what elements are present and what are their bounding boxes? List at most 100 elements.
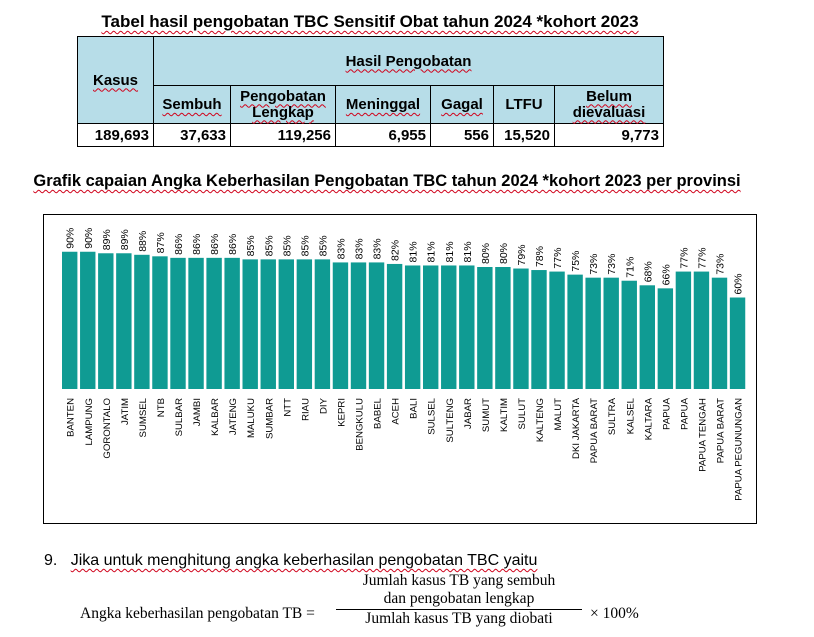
bar-35 — [675, 271, 692, 389]
chart-frame: 90% BANTEN 90% LAMPUNG 89% GORONTALO 89% JATIM 8… — [43, 214, 757, 524]
cell-meninggal: 6,955 — [335, 123, 431, 147]
bar-8 — [188, 257, 204, 389]
bar-31 — [603, 277, 619, 389]
category-label-7: SULBAR — [174, 398, 185, 436]
category-label-32: KALSEL — [625, 397, 636, 434]
bar-36 — [693, 271, 710, 389]
bar-25 — [495, 267, 511, 389]
bar-5 — [134, 254, 150, 389]
col-header-meninggal: Meninggal — [335, 85, 431, 124]
bar-14 — [296, 259, 313, 389]
category-label-35: PAPUA — [679, 397, 690, 429]
category-label-21: SULSEL — [427, 397, 438, 434]
bar-27 — [531, 270, 547, 389]
data-label-4: 89% — [119, 229, 131, 250]
data-label-10: 86% — [227, 234, 239, 255]
data-label-24: 80% — [480, 243, 492, 264]
results-table: Kasus Hasil Pengobatan Sembuh Pengobatan… — [77, 36, 664, 147]
formula-fraction: Jumlah kasus TB yang sembuh dan pengobat… — [336, 572, 582, 628]
data-label-16: 83% — [335, 238, 347, 259]
category-label-5: SUMSEL — [138, 397, 149, 437]
data-label-13: 85% — [281, 235, 293, 256]
data-label-17: 83% — [354, 238, 366, 259]
bar-29 — [567, 274, 583, 389]
bar-7 — [170, 257, 186, 389]
data-label-35: 77% — [678, 248, 690, 269]
data-label-33: 68% — [642, 261, 654, 282]
data-label-18: 83% — [372, 238, 384, 259]
formula-numerator-1: Jumlah kasus TB yang sembuh — [362, 572, 556, 589]
formula-lhs: Angka keberhasilan pengobatan TB = — [80, 605, 315, 622]
data-label-32: 71% — [624, 257, 636, 278]
data-label-9: 86% — [209, 234, 221, 255]
data-label-8: 86% — [191, 234, 203, 255]
cell-sembuh: 37,633 — [153, 123, 231, 147]
data-label-6: 87% — [155, 232, 167, 253]
data-label-25: 80% — [498, 243, 510, 264]
category-label-37: PAPUA BARAT — [716, 398, 727, 463]
category-label-3: GORONTALO — [102, 398, 113, 459]
col-header-sembuh: Sembuh — [153, 85, 231, 124]
category-label-17: BENGKULU — [355, 398, 366, 451]
data-label-20: 81% — [408, 241, 420, 262]
bar-1 — [62, 251, 78, 389]
data-label-23: 81% — [462, 241, 474, 262]
category-label-23: JABAR — [463, 398, 474, 429]
data-label-21: 81% — [426, 241, 438, 262]
category-label-12: SUMBAR — [264, 398, 275, 439]
chart-title: Grafik capaian Angka Keberhasilan Pengob… — [33, 172, 741, 190]
data-label-37: 73% — [715, 254, 727, 275]
formula-intro: 9. Jika untuk menghitung angka keberhasi… — [44, 552, 538, 569]
data-label-38: 60% — [733, 273, 745, 294]
category-label-31: SULTRA — [607, 397, 618, 435]
table-title: Tabel hasil pengobatan TBC Sensitif Obat… — [101, 12, 639, 31]
category-label-9: KALBAR — [210, 398, 221, 436]
cell-ltfu: 15,520 — [493, 123, 555, 147]
data-label-31: 73% — [606, 254, 618, 275]
category-label-10: JATENG — [228, 398, 239, 435]
data-label-29: 75% — [570, 251, 582, 272]
category-label-22: SULTENG — [445, 398, 456, 443]
bar-28 — [549, 271, 565, 389]
category-label-19: ACEH — [391, 398, 402, 425]
col-header-belum-dievaluasi: Belum dievaluasi — [554, 85, 664, 124]
bar-18 — [368, 262, 385, 389]
data-label-19: 82% — [390, 240, 402, 261]
data-label-2: 90% — [83, 228, 95, 249]
col-header-pengobatan-lengkap: Pengobatan Lengkap — [230, 85, 336, 124]
category-label-8: JAMBI — [192, 398, 203, 426]
bar-19 — [386, 263, 403, 389]
category-label-16: KEPRI — [336, 398, 347, 427]
category-label-2: LAMPUNG — [84, 398, 95, 445]
category-label-25: KALTIM — [499, 398, 510, 432]
bar-33 — [639, 285, 655, 389]
bar-6 — [152, 256, 168, 389]
category-label-6: NTB — [156, 398, 167, 417]
category-label-24: SUMUT — [481, 398, 492, 432]
data-label-5: 88% — [137, 231, 149, 252]
category-label-34: PAPUA — [661, 397, 672, 429]
data-label-11: 85% — [245, 235, 257, 256]
bar-22 — [441, 265, 457, 389]
category-label-4: JATIM — [120, 398, 131, 425]
formula-multiplier: × 100% — [590, 605, 639, 622]
data-label-27: 78% — [534, 246, 546, 267]
category-label-11: MALUKU — [246, 398, 257, 438]
bar-10 — [224, 257, 240, 389]
bar-17 — [350, 262, 367, 389]
data-label-1: 90% — [65, 228, 77, 249]
bar-16 — [332, 262, 349, 389]
cell-pengobatan-lengkap: 119,256 — [230, 123, 336, 147]
data-label-15: 85% — [317, 235, 329, 256]
formula-denominator: Jumlah kasus TB yang diobati — [336, 609, 582, 628]
bar-9 — [206, 257, 222, 389]
bar-11 — [242, 259, 258, 389]
bar-38 — [729, 297, 746, 389]
hasil-pengobatan-header: Hasil Pengobatan — [153, 36, 664, 86]
category-label-1: BANTEN — [66, 398, 77, 437]
col-header-gagal: Gagal — [430, 85, 494, 124]
bar-23 — [459, 265, 475, 389]
data-label-14: 85% — [299, 235, 311, 256]
cell-kasus: 189,693 — [77, 123, 154, 147]
category-label-20: BALI — [409, 398, 420, 419]
